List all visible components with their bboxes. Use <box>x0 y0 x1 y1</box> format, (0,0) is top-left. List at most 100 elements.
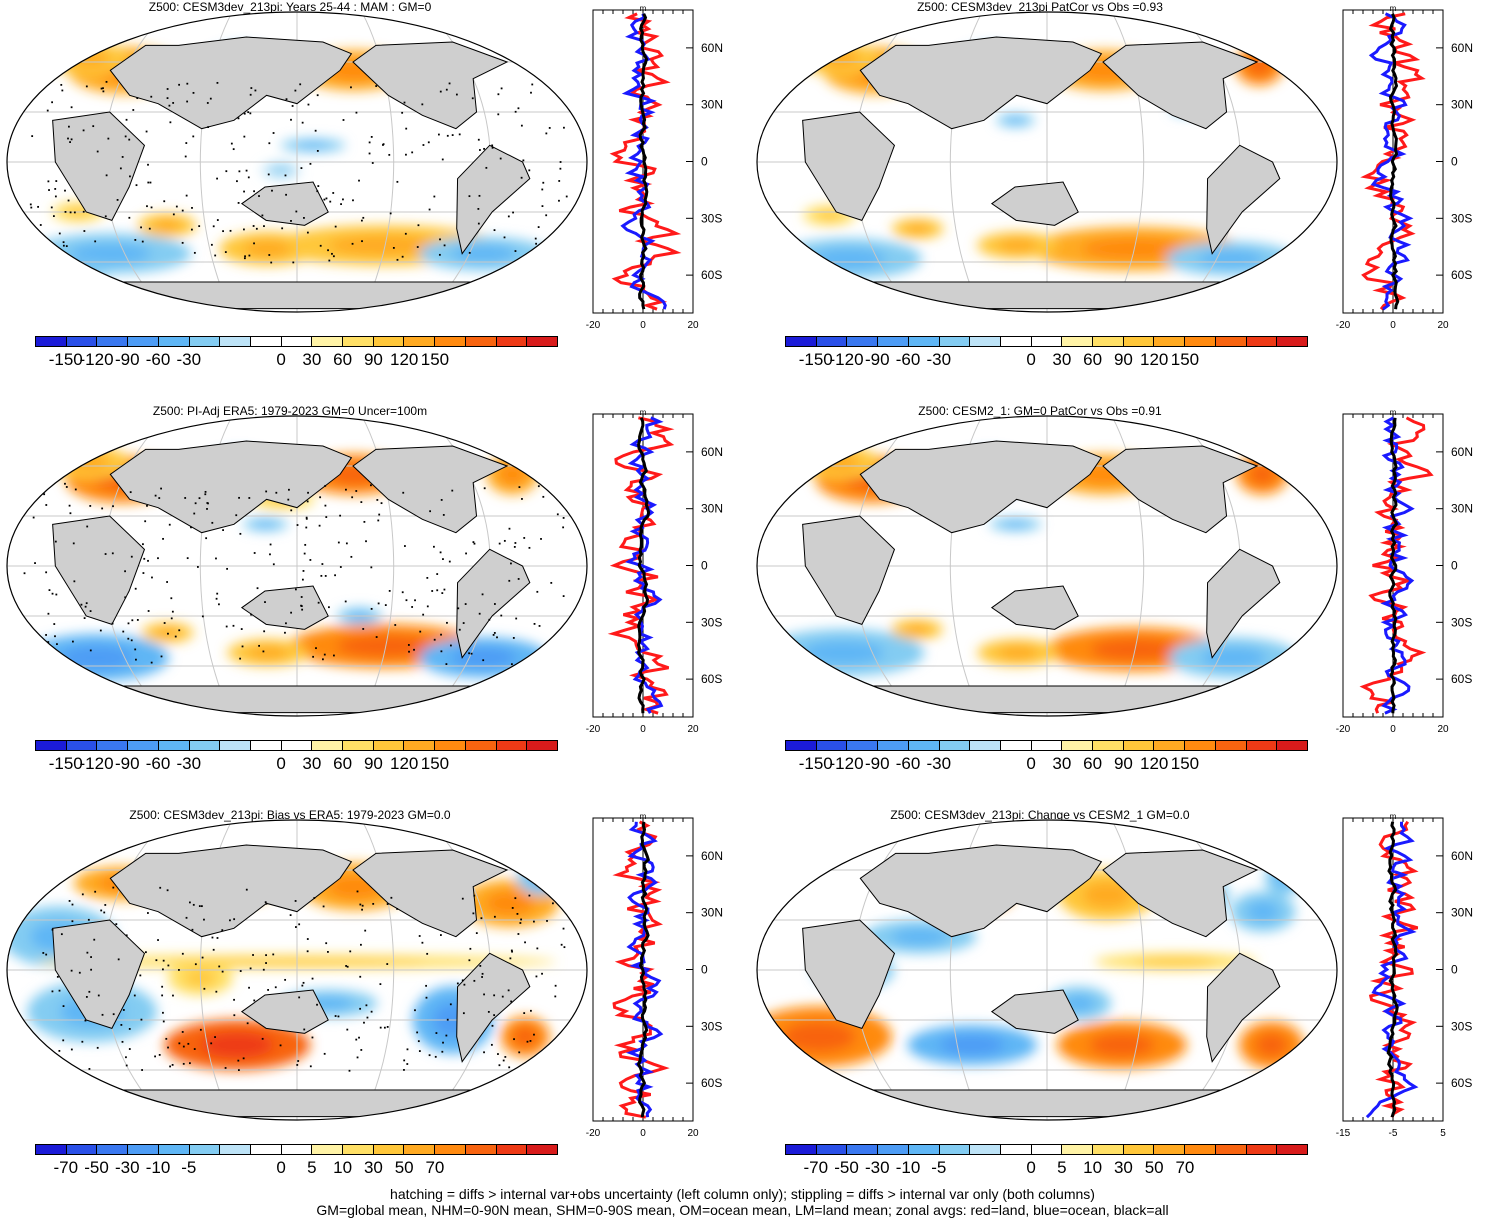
continent <box>990 989 1079 1034</box>
colorbar-tick-label: 60 <box>333 350 353 369</box>
zonal-x-tick: 20 <box>687 724 699 735</box>
colorbar-swatch <box>97 1145 129 1154</box>
colorbar-swatch <box>496 741 528 750</box>
map-border <box>756 11 1338 313</box>
continent <box>1206 144 1281 255</box>
anomaly-core <box>1201 647 1267 668</box>
colorbar-tick-label: -90 <box>864 350 890 369</box>
colorbar-swatch <box>1000 337 1032 346</box>
zonal-lat-label: 0 <box>1451 155 1458 169</box>
colorbar-swatch <box>97 337 129 346</box>
zonal-x-tick: -5 <box>1389 1128 1398 1139</box>
anomaly-core <box>802 640 884 665</box>
anomaly-core <box>812 248 886 269</box>
colorbar-tick-label: 0 <box>1026 1158 1036 1177</box>
colorbar-tick-label: 120 <box>389 754 419 773</box>
zonal-all-line <box>636 821 651 1118</box>
colorbar-swatch <box>189 741 221 750</box>
zonal-land-line <box>612 820 670 1119</box>
panel-title: Z500: CESM3dev_213pi: Change vs CESM2_1 … <box>890 808 1190 822</box>
anomaly-core <box>152 219 182 232</box>
anomaly-core <box>997 645 1039 660</box>
colorbar-swatch <box>66 337 98 346</box>
zonal-x-tick: 20 <box>687 320 699 331</box>
colorbar-tick-label: 10 <box>333 1158 353 1177</box>
zonal-lat-label: 0 <box>701 155 708 169</box>
continent <box>859 36 1103 130</box>
zonal-ocean-line <box>620 13 667 310</box>
colorbar-swatch <box>496 1145 528 1154</box>
zonal-lat-label: 60S <box>1451 1076 1472 1090</box>
colorbar-swatch <box>66 741 98 750</box>
zonal-lat-label: 60S <box>701 1076 722 1090</box>
anomaly-core <box>247 645 289 660</box>
colorbar-swatch <box>465 1145 497 1154</box>
panel-title: Z500: CESM3dev_213pi: Years 25-44 : MAM … <box>148 0 432 14</box>
continent <box>802 515 896 625</box>
colorbar-swatch <box>939 741 971 750</box>
anomaly-core <box>818 50 860 68</box>
continent <box>990 585 1079 630</box>
continent <box>52 515 146 625</box>
continent <box>1102 41 1259 130</box>
colorbar-tick-label: 60 <box>1083 754 1103 773</box>
anomaly-core <box>451 647 517 668</box>
zonal-x-tick: 5 <box>1440 1128 1446 1139</box>
anomaly-core <box>512 1026 538 1047</box>
zonal-lat-label: 30N <box>1451 502 1473 516</box>
panel-title: Z500: PI-Adj ERA5: 1979-2023 GM=0 Uncer=… <box>152 404 428 418</box>
colorbar-swatch <box>1185 741 1216 750</box>
colorbar-tick-label: -90 <box>114 754 140 773</box>
world-map <box>756 415 1338 717</box>
colorbar-tick-label: -150 <box>48 754 83 773</box>
colorbar-tick-label: -10 <box>895 1158 921 1177</box>
colorbar-swatch <box>1246 1145 1278 1154</box>
colorbar-tick-label: 60 <box>333 754 353 773</box>
colorbar-swatch <box>1000 741 1032 750</box>
zonal-x-tick: 0 <box>640 1128 646 1139</box>
zonal-x-tick: 20 <box>687 1128 699 1139</box>
continent <box>802 111 896 221</box>
continent <box>109 844 353 938</box>
land-layer <box>52 440 531 714</box>
footer-line-2: GM=global mean, NHM=0-90N mean, SHM=0-90… <box>316 1202 1169 1218</box>
colorbar-tick-label: 5 <box>307 1158 317 1177</box>
colorbar-swatch <box>1123 337 1155 346</box>
colorbar-tick-label: -30 <box>926 350 952 369</box>
colorbar-tick-label: -50 <box>834 1158 859 1177</box>
colorbar-tick-label: -60 <box>895 754 921 773</box>
anomaly-core <box>1082 882 1132 908</box>
colorbar-tick-label: -70 <box>53 1158 79 1177</box>
zonal-ocean-line <box>1380 416 1415 715</box>
continent <box>352 849 509 938</box>
colorbar-tick-label: -120 <box>829 754 864 773</box>
colorbar-swatch <box>465 741 497 750</box>
continent <box>859 844 1103 938</box>
anomaly-core <box>271 166 291 175</box>
colorbar-tick-label: 150 <box>1170 350 1200 369</box>
zonal-lat-label: 60N <box>1451 41 1473 55</box>
colorbar-tick-label: 0 <box>276 1158 286 1177</box>
colorbar-tick-label: -150 <box>798 350 833 369</box>
colorbar-swatch <box>1062 337 1094 346</box>
colorbar-tick-label: -10 <box>145 1158 171 1177</box>
continent <box>352 445 509 534</box>
land-layer <box>802 36 1281 310</box>
anomaly-core <box>1198 250 1264 268</box>
colorbar-swatch <box>1154 1145 1186 1154</box>
colorbar-tick-label: 70 <box>425 1158 445 1177</box>
colorbar-swatch <box>786 1145 817 1154</box>
colorbar-swatch <box>312 337 344 346</box>
map-border <box>756 819 1338 1121</box>
colorbar-swatch <box>250 741 282 750</box>
zonal-lat-label: 30N <box>701 906 723 920</box>
zonal-lat-label: 30S <box>1451 615 1472 629</box>
anomaly-core <box>782 1021 856 1052</box>
colorbar-swatch <box>970 741 1001 750</box>
continent <box>990 181 1079 226</box>
colorbar-tick-label: 90 <box>1113 350 1133 369</box>
colorbar-tick-label: 0 <box>1026 754 1036 773</box>
anomaly-core <box>68 50 110 68</box>
continent <box>68 281 526 310</box>
anomaly-core <box>997 238 1038 253</box>
